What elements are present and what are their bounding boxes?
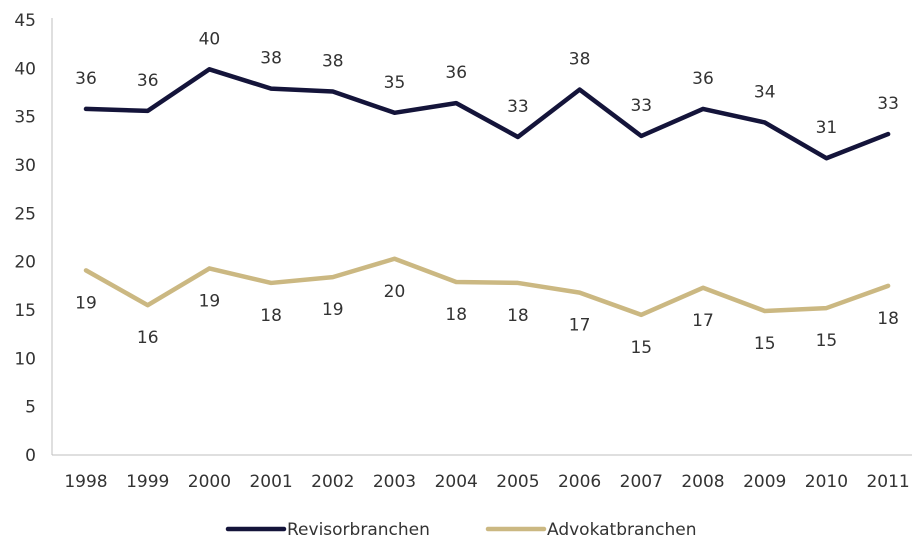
data-label: 36: [137, 71, 159, 91]
y-tick-label: 30: [14, 156, 36, 176]
y-tick-label: 20: [14, 253, 36, 273]
legend-label: Advokatbranchen: [547, 520, 697, 540]
data-label: 38: [260, 49, 282, 69]
data-label: 17: [692, 311, 714, 331]
data-label: 18: [260, 306, 282, 326]
data-label: 16: [137, 328, 159, 348]
x-tick-label: 2002: [311, 472, 354, 492]
x-tick-label: 2009: [743, 472, 786, 492]
data-label: 19: [322, 300, 344, 320]
data-label: 33: [630, 96, 652, 116]
y-tick-label: 5: [25, 398, 36, 418]
data-label: 31: [816, 118, 838, 138]
x-tick-label: 2011: [866, 472, 909, 492]
y-tick-label: 35: [14, 108, 36, 128]
x-tick-label: 2007: [620, 472, 663, 492]
y-tick-label: 45: [14, 11, 36, 31]
data-label: 18: [445, 305, 467, 325]
data-label: 15: [816, 331, 838, 351]
y-tick-label: 15: [14, 301, 36, 321]
data-label: 19: [199, 291, 221, 311]
y-tick-label: 10: [14, 349, 36, 369]
data-label: 38: [322, 52, 344, 72]
data-label: 36: [692, 69, 714, 89]
y-tick-label: 0: [25, 446, 36, 466]
data-label: 36: [445, 63, 467, 83]
legend-label: Revisorbranchen: [287, 520, 430, 540]
data-label: 17: [569, 316, 591, 336]
series-line-revisorbranchen: [83, 67, 891, 161]
data-label: 33: [507, 97, 529, 117]
data-label: 18: [877, 309, 899, 329]
data-label: 38: [569, 50, 591, 70]
x-tick-label: 2001: [249, 472, 292, 492]
y-tick-label: 40: [14, 59, 36, 79]
x-tick-label: 2000: [188, 472, 231, 492]
x-tick-label: 2006: [558, 472, 601, 492]
x-tick-label: 2005: [496, 472, 539, 492]
data-label: 15: [630, 338, 652, 358]
data-label: 18: [507, 306, 529, 326]
series-line-advokatbranchen: [83, 256, 891, 318]
x-tick-label: 1998: [64, 472, 107, 492]
data-label: 36: [75, 69, 97, 89]
x-tick-label: 2010: [805, 472, 848, 492]
x-tick-label: 2004: [435, 472, 478, 492]
data-label: 40: [199, 29, 221, 49]
data-label: 19: [75, 293, 97, 313]
data-label: 33: [877, 94, 899, 114]
x-tick-label: 2003: [373, 472, 416, 492]
y-tick-label: 25: [14, 204, 36, 224]
data-label: 20: [384, 282, 406, 302]
x-tick-label: 1999: [126, 472, 169, 492]
data-label: 34: [754, 82, 776, 102]
data-label: 35: [384, 73, 406, 93]
data-label: 15: [754, 334, 776, 354]
x-tick-label: 2008: [681, 472, 724, 492]
